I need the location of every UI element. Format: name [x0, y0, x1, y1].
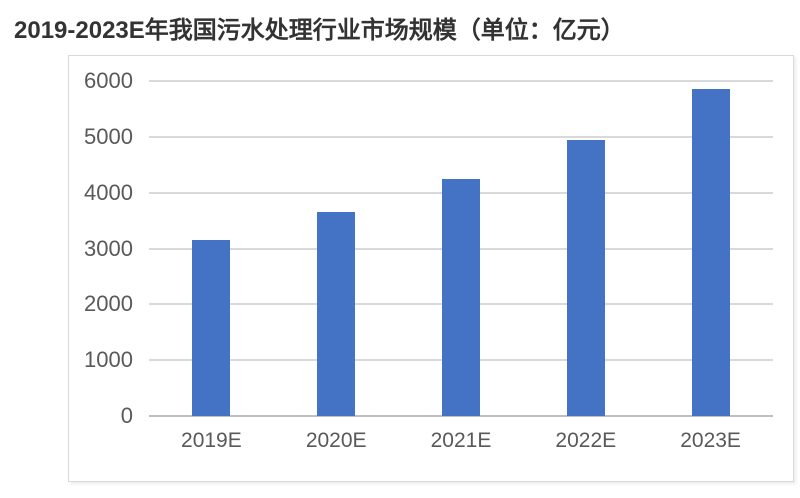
bar-2021E — [442, 178, 480, 416]
y-axis-tick-label-1000: 1000 — [84, 347, 133, 373]
x-axis-tick-label-2021E: 2021E — [430, 429, 492, 452]
bar-2020E — [317, 212, 356, 416]
bar-2023E — [691, 89, 730, 416]
y-axis-tick-label-5000: 5000 — [84, 123, 133, 149]
bar-2019E — [192, 240, 231, 416]
chart-frame: 0 1000 2000 3000 4000 5000 6000 2019E 2020E 2021E… — [68, 55, 794, 482]
x-axis-tick-label-2023E: 2023E — [680, 429, 741, 452]
x-axis-line — [149, 415, 773, 417]
y-axis-tick-label-2000: 2000 — [84, 291, 133, 317]
gridline-6000 — [149, 80, 773, 82]
y-axis-tick-label-6000: 6000 — [84, 68, 133, 93]
x-axis-tick-label-2020E: 2020E — [305, 429, 367, 452]
plot-area — [149, 80, 773, 417]
x-axis-tick-label-2019E: 2019E — [181, 429, 242, 452]
y-axis-tick-label-0: 0 — [120, 403, 133, 428]
bar-2022E — [566, 139, 605, 416]
x-axis-tick-label-2022E: 2022E — [555, 429, 617, 452]
gridline-5000 — [149, 135, 773, 138]
chart-title: 2019-2023E年我国污水处理行业市场规模（单位：亿元） — [14, 17, 625, 44]
y-axis-tick-label-3000: 3000 — [84, 235, 133, 261]
y-axis-tick-label-4000: 4000 — [84, 179, 133, 205]
